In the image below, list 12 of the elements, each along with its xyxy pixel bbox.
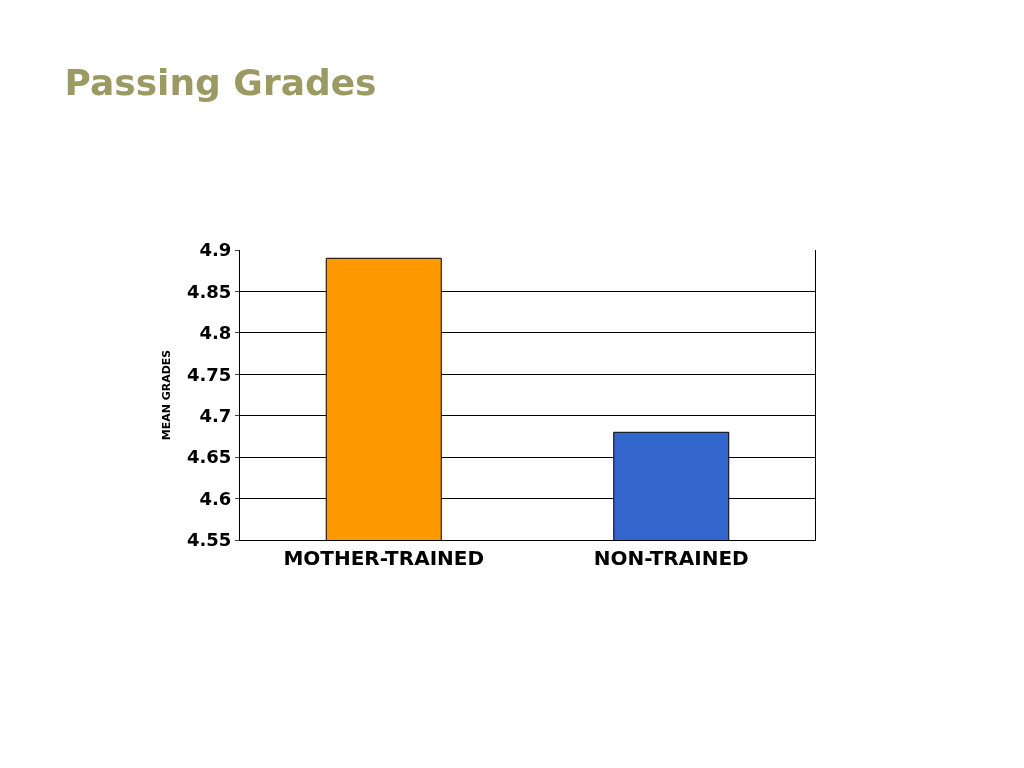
y-tick-label: 4.8 xyxy=(199,322,232,344)
y-tick-label: 4.9 xyxy=(199,239,232,261)
chart-title: Passing Grades xyxy=(64,61,377,103)
y-tick-label: 4.55 xyxy=(186,529,232,551)
y-tick-label: 4.6 xyxy=(199,487,232,509)
y-tick-label: 4.65 xyxy=(186,446,232,468)
y-tick-label: 4.85 xyxy=(186,280,232,302)
y-axis-title: MEAN GRADES xyxy=(159,349,173,441)
y-tick-label: 4.7 xyxy=(199,405,232,427)
x-tick-label: NON-TRAINED xyxy=(593,546,749,570)
x-tick-label: MOTHER-TRAINED xyxy=(283,546,485,570)
y-tick-label: 4.75 xyxy=(186,363,232,385)
